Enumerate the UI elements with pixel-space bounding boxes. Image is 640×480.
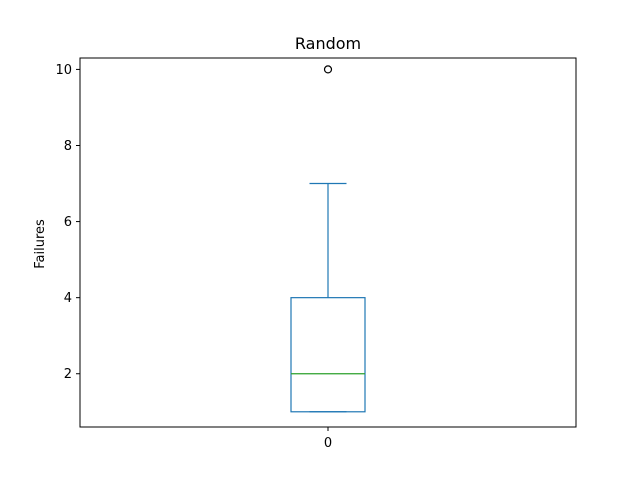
y-tick-label: 4: [64, 291, 72, 306]
y-tick-label: 2: [64, 367, 72, 382]
y-tick-label: 6: [64, 215, 72, 230]
y-tick-label: 8: [64, 139, 72, 154]
y-axis-label: Failures: [33, 219, 48, 269]
box-iqr: [290, 297, 366, 413]
chart-title: Random: [295, 34, 361, 53]
y-tick-label: 10: [55, 63, 72, 78]
plot-area: 2 4 6 8 10 0: [55, 57, 577, 451]
outlier-point: [323, 65, 333, 74]
x-tick-label: 0: [324, 436, 332, 451]
